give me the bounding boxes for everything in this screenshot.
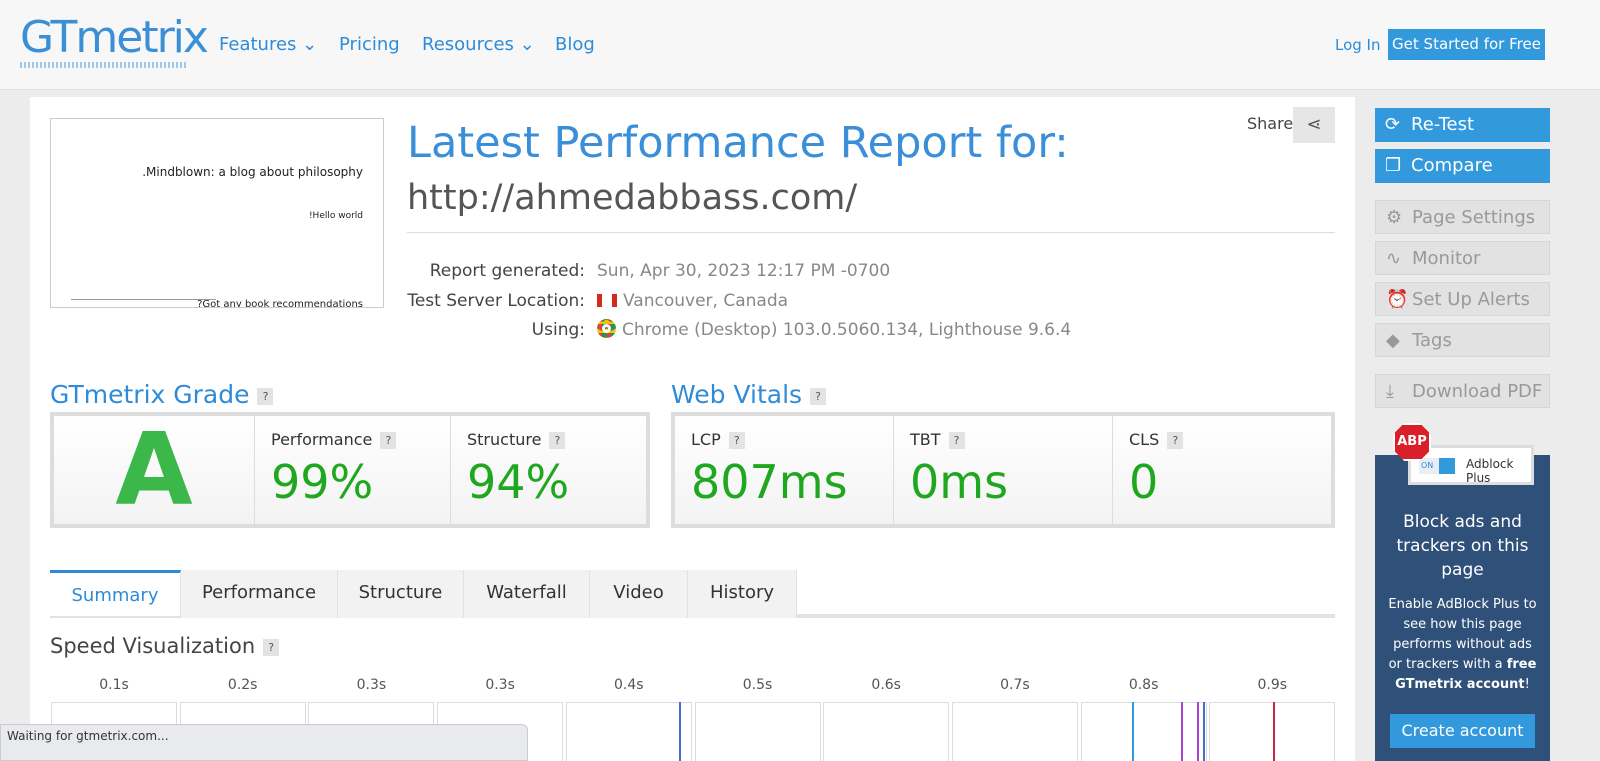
detail-label: Using: (531, 320, 585, 340)
sidebar-button[interactable]: ❐ Compare (1375, 149, 1550, 183)
grade-title: GTmetrix Grade? (50, 380, 274, 409)
report-title: Latest Performance Report for: (407, 118, 1069, 168)
ad-toggle-box: ON Adblock Plus (1408, 445, 1534, 485)
login[interactable]: Log In (1335, 36, 1381, 54)
thumb-rule (71, 299, 216, 300)
detail-values: Sun, Apr 30, 2023 12:17 PM -0700 Vancouv… (597, 257, 1071, 346)
grade-metric: Structure? 94% (450, 416, 646, 524)
ad-body: Enable AdBlock Plus to see how this page… (1388, 597, 1537, 692)
tab[interactable]: Summary (50, 570, 181, 616)
grade-metric: Performance? 99% (254, 416, 450, 524)
sidebar-button[interactable]: ∿ Monitor (1375, 241, 1550, 275)
timing-marker (1273, 702, 1275, 761)
grade-box: A Performance? 99% Structure? 94% (50, 412, 650, 528)
share-button[interactable]: ⋖ (1293, 107, 1335, 143)
thumb-post: !Hello world (308, 211, 363, 221)
tab[interactable]: Structure (338, 570, 464, 618)
grade-letter: A (115, 411, 193, 528)
frame-time: 0.4s (614, 677, 644, 693)
share-label: Share (1247, 114, 1294, 133)
tab[interactable]: History (688, 570, 797, 618)
nav-link[interactable]: Pricing (339, 34, 400, 55)
tab[interactable]: Waterfall (464, 570, 590, 618)
frame (1080, 702, 1207, 761)
tab[interactable]: Performance (181, 570, 338, 618)
help-icon[interactable]: ? (549, 432, 566, 449)
thumb-footer: ?Got any book recommendations (197, 299, 363, 308)
chrome-icon (597, 319, 616, 338)
cta-button[interactable]: Get Started for Free (1388, 29, 1545, 60)
abp-badge: ABP (1393, 423, 1431, 461)
detail-label: Test Server Location: (407, 290, 585, 311)
header: GTmetrix Features ⌄ Pricing Resources ⌄ … (0, 0, 1600, 90)
nav-link[interactable]: Features ⌄ (219, 34, 318, 55)
frame-time: 0.3s (356, 677, 387, 693)
help-icon[interactable]: ? (380, 432, 397, 449)
status-bar: Waiting for gtmetrix.com... (0, 724, 528, 761)
vital-metric: LCP? 807ms (691, 430, 848, 509)
ad-panel: ON Adblock Plus Block ads and trackers o… (1375, 445, 1550, 761)
frame-time: 0.7s (1000, 677, 1030, 693)
help-icon[interactable]: ? (263, 638, 280, 656)
timing-marker (1197, 702, 1199, 761)
sidebar-button[interactable]: ⏰ Set Up Alerts (1375, 282, 1550, 316)
detail-value: Chrome (Desktop) 103.0.5060.134, Lightho… (597, 316, 1071, 346)
timing-marker (1181, 702, 1183, 761)
timing-marker (1132, 702, 1134, 761)
frame (565, 702, 692, 761)
frame (1209, 702, 1336, 761)
detail-labels: Report generated: Test Server Location: … (380, 257, 585, 346)
detail-label: Report generated: (429, 261, 585, 281)
frame-time: 0.1s (99, 677, 129, 693)
frame (694, 702, 821, 761)
vital-metric: CLS? 0 (1112, 416, 1331, 524)
sidebar-button[interactable]: ⚙ Page Settings (1375, 200, 1550, 234)
help-icon[interactable]: ? (728, 432, 745, 449)
ad-button[interactable]: Create account (1390, 714, 1535, 748)
ad-brand: Adblock Plus (1466, 457, 1514, 485)
divider (407, 232, 1335, 233)
frame-time: 0.6s (871, 677, 901, 693)
nav-link[interactable]: Blog (555, 34, 595, 55)
detail-value: Sun, Apr 30, 2023 12:17 PM -0700 (597, 261, 891, 281)
sidebar-button[interactable]: ⟳ Re-Test (1375, 108, 1550, 142)
timing-marker (1203, 702, 1205, 761)
frame (951, 702, 1078, 761)
logo-stripe (20, 62, 186, 68)
sidebar-button[interactable]: ⤓ Download PDF (1375, 374, 1550, 408)
frame-time: 0.5s (742, 677, 773, 693)
logo[interactable]: GTmetrix (20, 12, 209, 63)
report-url: http://ahmedabbass.com/ (407, 178, 858, 218)
speed-title: Speed Visualization? (50, 634, 280, 658)
ad-headline: Block ads and trackers on this page (1396, 512, 1529, 580)
help-icon[interactable]: ? (1167, 432, 1184, 449)
thumbnail: .Mindblown: a blog about philosophy !Hel… (50, 118, 384, 308)
frame-time: 0.3s (485, 677, 515, 693)
sidebar-button[interactable]: ◆ Tags (1375, 323, 1550, 357)
help-icon[interactable]: ? (810, 387, 827, 405)
nav-link[interactable]: Resources ⌄ (422, 34, 535, 55)
thumb-heading: .Mindblown: a blog about philosophy (142, 165, 363, 179)
vital-metric: TBT? 0ms (893, 416, 1112, 524)
help-icon[interactable]: ? (948, 432, 965, 449)
flag (597, 293, 617, 307)
frame (823, 702, 950, 761)
detail-value: Vancouver, Canada (597, 287, 1071, 317)
timing-marker (679, 702, 681, 761)
frame-time: 0.9s (1257, 677, 1288, 693)
tab[interactable]: Video (590, 570, 688, 618)
vitals-box: LCP? 807ms TBT? 0ms CLS? 0 (671, 412, 1335, 528)
vitals-title: Web Vitals? (671, 380, 827, 409)
frame-time: 0.8s (1128, 677, 1159, 693)
frame-time: 0.2s (227, 677, 258, 693)
help-icon[interactable]: ? (257, 387, 274, 405)
toggle-knob (1439, 458, 1455, 474)
